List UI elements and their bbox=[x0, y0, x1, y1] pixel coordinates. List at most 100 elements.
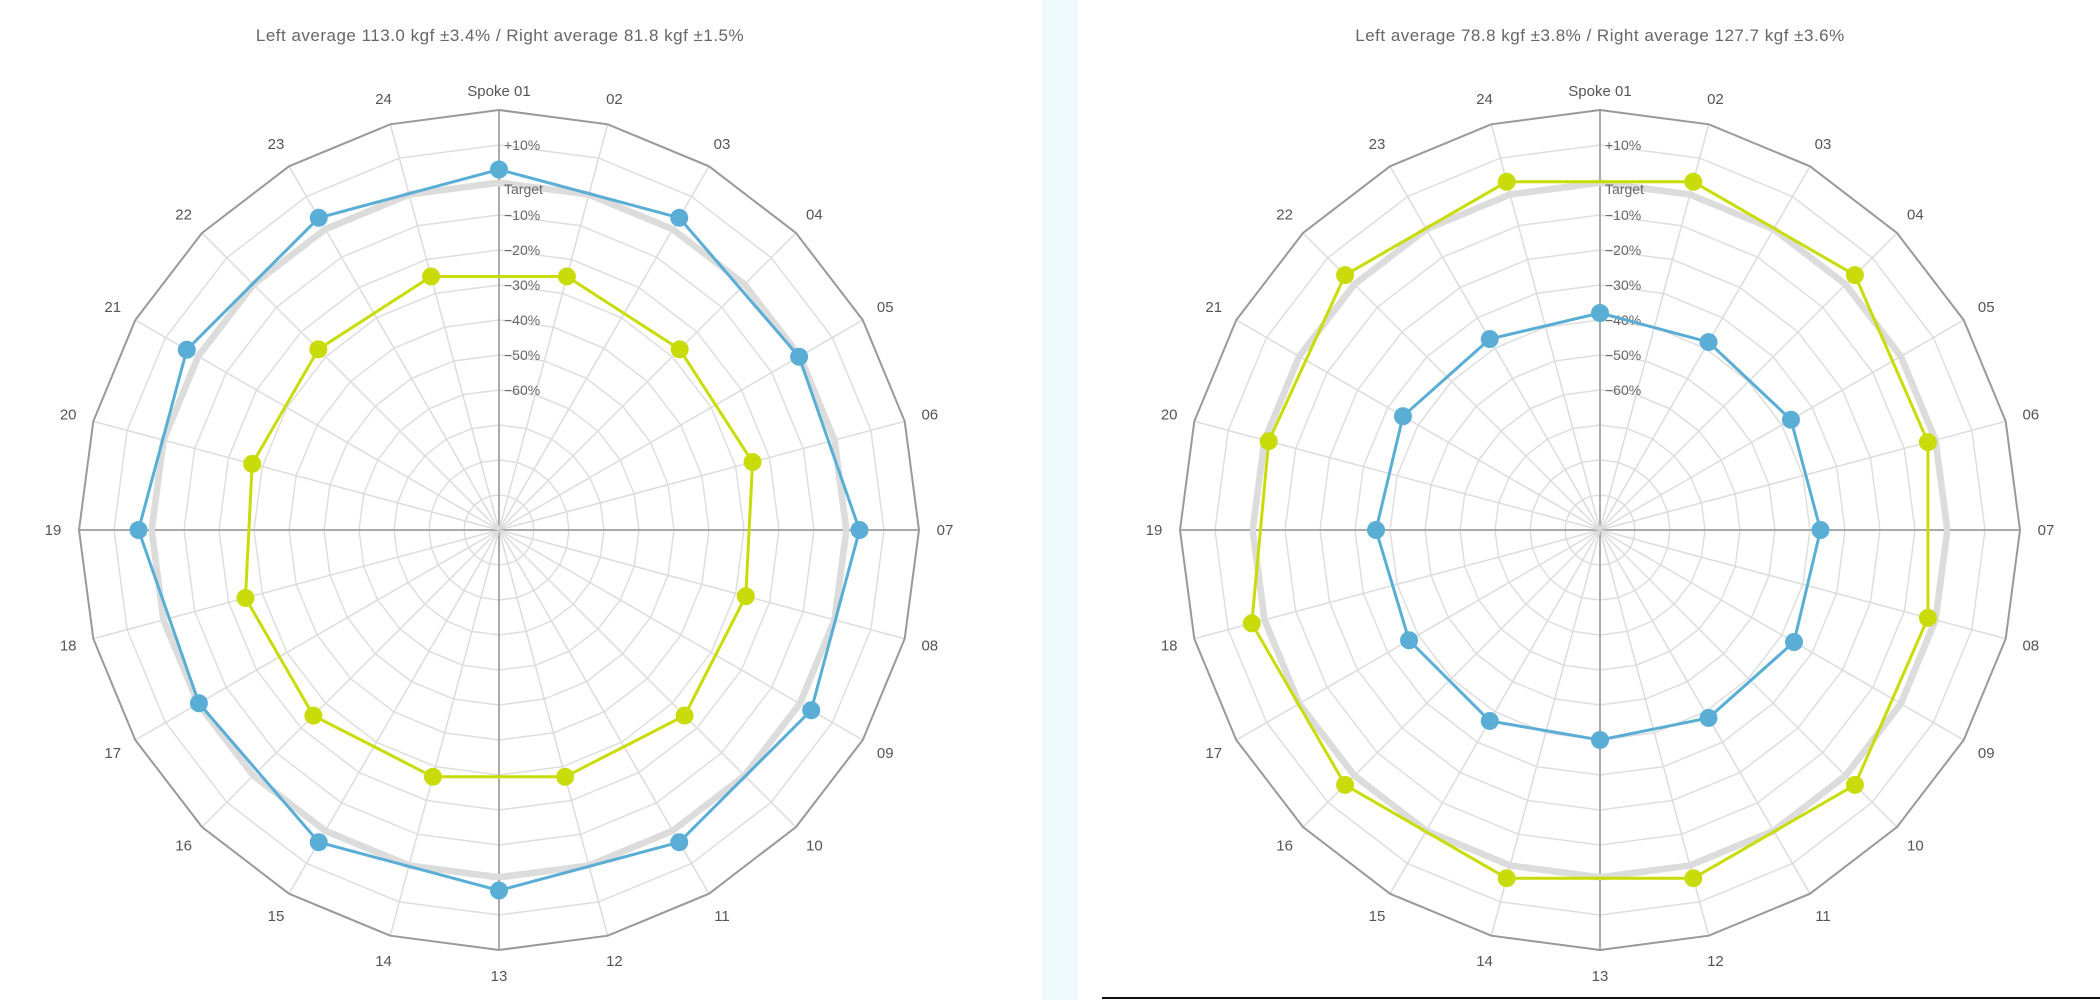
spoke-label: Spoke 01 bbox=[467, 83, 530, 100]
spoke-line bbox=[1389, 165, 1601, 531]
spoke-label: 14 bbox=[375, 953, 392, 970]
data-point bbox=[177, 340, 196, 359]
spoke-line bbox=[1389, 529, 1601, 895]
spoke-line bbox=[1599, 319, 1965, 531]
radial-tick-label: Target bbox=[1605, 181, 1644, 197]
data-point bbox=[1684, 172, 1703, 191]
radial-tick-label: −50% bbox=[1605, 347, 1641, 363]
spoke-label: 06 bbox=[921, 407, 938, 424]
spoke-label: 11 bbox=[1815, 908, 1831, 925]
spoke-label: 11 bbox=[714, 908, 730, 925]
spoke-label: 06 bbox=[2022, 407, 2039, 424]
data-point bbox=[490, 881, 508, 900]
data-point bbox=[1845, 266, 1864, 285]
data-point bbox=[1784, 633, 1803, 651]
spoke-label: 08 bbox=[921, 637, 938, 654]
radial-tick-label: −30% bbox=[504, 277, 540, 293]
spoke-label: 12 bbox=[606, 953, 623, 970]
spoke-label: 17 bbox=[104, 745, 121, 762]
chart-title: Left average 113.0 kgf ±3.4% / Right ave… bbox=[255, 26, 745, 45]
data-point bbox=[129, 521, 148, 539]
data-point bbox=[1591, 731, 1609, 749]
spoke-label: 02 bbox=[1707, 91, 1724, 108]
radial-tick-label: −20% bbox=[1605, 242, 1641, 258]
data-point bbox=[670, 833, 689, 852]
data-point bbox=[422, 267, 441, 286]
right-chart-panel: Left average 78.8 kgf ±3.8% / Right aver… bbox=[1078, 0, 2100, 1000]
spoke-label: 05 bbox=[877, 299, 894, 316]
data-point bbox=[670, 208, 689, 227]
left-chart-panel: Left average 113.0 kgf ±3.4% / Right ave… bbox=[0, 0, 1042, 1000]
radial-tick-label: −30% bbox=[1605, 277, 1641, 293]
data-point bbox=[243, 454, 262, 473]
data-point bbox=[1591, 304, 1609, 322]
spoke-line bbox=[1235, 319, 1601, 531]
data-point bbox=[1336, 266, 1355, 285]
data-point bbox=[309, 833, 328, 852]
spoke-label: 09 bbox=[877, 745, 894, 762]
data-point bbox=[1918, 433, 1937, 452]
radial-tick-label: +10% bbox=[1605, 137, 1641, 153]
spoke-label: 16 bbox=[175, 837, 192, 854]
data-point bbox=[1259, 432, 1278, 451]
spoke-label: 16 bbox=[1276, 837, 1293, 854]
data-point bbox=[490, 160, 508, 179]
spoke-label: 23 bbox=[1369, 136, 1386, 153]
spoke-label: 20 bbox=[1161, 407, 1178, 424]
spoke-label: 04 bbox=[1907, 207, 1924, 224]
data-point bbox=[802, 701, 821, 720]
data-point bbox=[1242, 614, 1261, 633]
data-point bbox=[309, 208, 328, 227]
spoke-label: 23 bbox=[268, 136, 285, 153]
data-point bbox=[423, 767, 442, 786]
data-point bbox=[304, 706, 323, 725]
radial-tick-label: −20% bbox=[504, 242, 540, 258]
spoke-line bbox=[1235, 529, 1601, 741]
spoke-label: 15 bbox=[1369, 908, 1386, 925]
data-point bbox=[1400, 631, 1419, 650]
spoke-label: 21 bbox=[104, 299, 121, 316]
data-point bbox=[236, 588, 255, 607]
data-point bbox=[189, 694, 208, 713]
data-point bbox=[556, 767, 575, 786]
radial-tick-label: −60% bbox=[504, 382, 540, 398]
data-point bbox=[309, 340, 328, 359]
spoke-label: 22 bbox=[175, 207, 192, 224]
spoke-line bbox=[1599, 529, 1965, 741]
radial-tick-label: −10% bbox=[1605, 207, 1641, 223]
data-point bbox=[1336, 775, 1355, 794]
spoke-label: 07 bbox=[937, 522, 954, 539]
spoke-label: 08 bbox=[2022, 637, 2039, 654]
spoke-label: 18 bbox=[60, 637, 77, 654]
data-point bbox=[1781, 410, 1800, 429]
spoke-label: 02 bbox=[606, 91, 623, 108]
spoke-label: 07 bbox=[2038, 522, 2055, 539]
data-point bbox=[1699, 333, 1718, 352]
data-point bbox=[1811, 521, 1830, 539]
spoke-label: 13 bbox=[491, 968, 508, 985]
data-point bbox=[1699, 708, 1718, 727]
spoke-label: 10 bbox=[1907, 837, 1924, 854]
spoke-label: 13 bbox=[1592, 968, 1609, 985]
spoke-label: 19 bbox=[45, 522, 62, 539]
chart-title: Left average 78.8 kgf ±3.8% / Right aver… bbox=[1355, 26, 1845, 45]
data-point bbox=[1367, 521, 1385, 539]
data-point bbox=[1480, 330, 1499, 349]
spoke-label: 20 bbox=[60, 407, 77, 424]
radar-chart: +10%Target−10%−20%−30%−40%−50%−60%Spoke … bbox=[45, 83, 954, 985]
radar-chart: +10%Target−10%−20%−30%−40%−50%−60%Spoke … bbox=[1146, 83, 2055, 985]
data-point bbox=[850, 521, 869, 539]
radial-tick-label: −60% bbox=[1605, 382, 1641, 398]
spoke-label: 24 bbox=[1476, 91, 1493, 108]
outer-ring bbox=[1178, 108, 2022, 952]
radial-tick-label: −10% bbox=[504, 207, 540, 223]
spoke-label: 17 bbox=[1205, 745, 1222, 762]
spoke-label: 03 bbox=[714, 136, 731, 153]
data-point bbox=[670, 340, 689, 359]
spoke-label: 18 bbox=[1161, 637, 1178, 654]
spoke-label: 21 bbox=[1205, 299, 1222, 316]
data-point bbox=[1393, 407, 1412, 426]
panel-divider bbox=[1042, 0, 1078, 1000]
data-point bbox=[557, 267, 576, 286]
data-point bbox=[1684, 869, 1703, 888]
